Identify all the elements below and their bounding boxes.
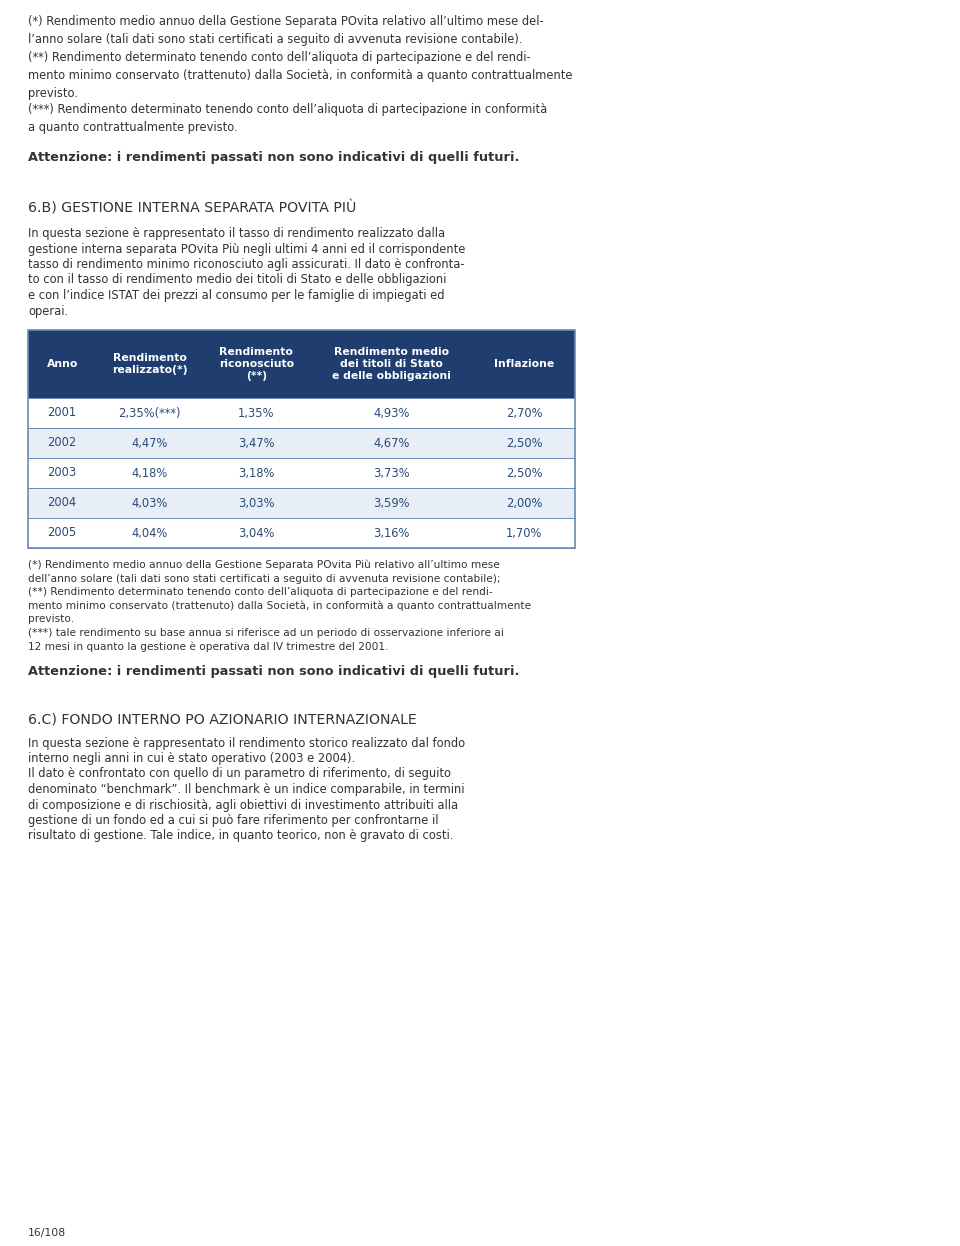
Text: interno negli anni in cui è stato operativo (2003 e 2004).: interno negli anni in cui è stato operat… <box>28 753 355 765</box>
Text: 2,50%: 2,50% <box>506 436 542 450</box>
Text: risultato di gestione. Tale indice, in quanto teorico, non è gravato di costi.: risultato di gestione. Tale indice, in q… <box>28 830 453 842</box>
Text: 4,18%: 4,18% <box>132 466 168 480</box>
Bar <box>28 518 575 548</box>
Bar <box>28 397 575 427</box>
Text: Rendimento
riconosciuto
(**): Rendimento riconosciuto (**) <box>219 346 294 381</box>
Text: previsto.: previsto. <box>28 614 74 624</box>
Bar <box>28 459 575 488</box>
Text: e con l’indice ISTAT dei prezzi al consumo per le famiglie di impiegati ed: e con l’indice ISTAT dei prezzi al consu… <box>28 289 444 302</box>
Text: (***) tale rendimento su base annua si riferisce ad un periodo di osservazione i: (***) tale rendimento su base annua si r… <box>28 628 504 638</box>
Bar <box>28 488 575 518</box>
Text: tasso di rendimento minimo riconosciuto agli assicurati. Il dato è confronta-: tasso di rendimento minimo riconosciuto … <box>28 258 465 270</box>
Text: gestione di un fondo ed a cui si può fare riferimento per confrontarne il: gestione di un fondo ed a cui si può far… <box>28 814 439 827</box>
Text: 2,70%: 2,70% <box>506 406 542 420</box>
Text: 4,04%: 4,04% <box>132 527 168 540</box>
Text: 2002: 2002 <box>48 436 77 450</box>
Text: mento minimo conservato (trattenuto) dalla Società, in conformità a quanto contr: mento minimo conservato (trattenuto) dal… <box>28 601 531 611</box>
Text: (*) Rendimento medio annuo della Gestione Separata POvita Più relativo all’ultim: (*) Rendimento medio annuo della Gestion… <box>28 559 500 571</box>
Text: gestione interna separata POvita Più negli ultimi 4 anni ed il corrispondente: gestione interna separata POvita Più neg… <box>28 243 466 255</box>
Bar <box>28 330 575 397</box>
Text: 3,47%: 3,47% <box>238 436 275 450</box>
Text: Rendimento medio
dei titoli di Stato
e delle obbligazioni: Rendimento medio dei titoli di Stato e d… <box>332 346 451 381</box>
Text: Rendimento
realizzato(*): Rendimento realizzato(*) <box>112 353 187 375</box>
Text: Inflazione: Inflazione <box>494 359 555 369</box>
Text: (*) Rendimento medio annuo della Gestione Separata POvita relativo all’ultimo me: (*) Rendimento medio annuo della Gestion… <box>28 15 543 46</box>
Text: 2005: 2005 <box>48 527 77 540</box>
Text: 4,93%: 4,93% <box>373 406 410 420</box>
Text: 3,73%: 3,73% <box>373 466 410 480</box>
Text: Anno: Anno <box>46 359 78 369</box>
Text: denominato “benchmark”. Il benchmark è un indice comparabile, in termini: denominato “benchmark”. Il benchmark è u… <box>28 782 465 796</box>
Text: (***) Rendimento determinato tenendo conto dell’aliquota di partecipazione in co: (***) Rendimento determinato tenendo con… <box>28 103 547 135</box>
Text: operai.: operai. <box>28 304 68 318</box>
Bar <box>28 330 575 548</box>
Text: to con il tasso di rendimento medio dei titoli di Stato e delle obbligazioni: to con il tasso di rendimento medio dei … <box>28 274 446 287</box>
Text: Il dato è confrontato con quello di un parametro di riferimento, di seguito: Il dato è confrontato con quello di un p… <box>28 768 451 780</box>
Text: 3,04%: 3,04% <box>238 527 275 540</box>
Text: 3,59%: 3,59% <box>373 496 410 510</box>
Text: 6.C) FONDO INTERNO PO AZIONARIO INTERNAZIONALE: 6.C) FONDO INTERNO PO AZIONARIO INTERNAZ… <box>28 713 417 726</box>
Text: In questa sezione è rappresentato il tasso di rendimento realizzato dalla: In questa sezione è rappresentato il tas… <box>28 227 445 240</box>
Text: (**) Rendimento determinato tenendo conto dell’aliquota di partecipazione e del : (**) Rendimento determinato tenendo cont… <box>28 587 492 597</box>
Text: Attenzione: i rendimenti passati non sono indicativi di quelli futuri.: Attenzione: i rendimenti passati non son… <box>28 151 519 164</box>
Text: 4,03%: 4,03% <box>132 496 168 510</box>
Text: 2,50%: 2,50% <box>506 466 542 480</box>
Text: In questa sezione è rappresentato il rendimento storico realizzato dal fondo: In questa sezione è rappresentato il ren… <box>28 736 466 750</box>
Bar <box>28 427 575 459</box>
Text: 1,70%: 1,70% <box>506 527 542 540</box>
Text: 2004: 2004 <box>48 496 77 510</box>
Text: 1,35%: 1,35% <box>238 406 275 420</box>
Text: 3,18%: 3,18% <box>238 466 275 480</box>
Text: 4,47%: 4,47% <box>132 436 168 450</box>
Text: 12 mesi in quanto la gestione è operativa dal IV trimestre del 2001.: 12 mesi in quanto la gestione è operativ… <box>28 640 389 652</box>
Text: Attenzione: i rendimenti passati non sono indicativi di quelli futuri.: Attenzione: i rendimenti passati non son… <box>28 664 519 678</box>
Text: dell’anno solare (tali dati sono stati certificati a seguito di avvenuta revisio: dell’anno solare (tali dati sono stati c… <box>28 573 500 583</box>
Text: 4,67%: 4,67% <box>373 436 410 450</box>
Text: (**) Rendimento determinato tenendo conto dell’aliquota di partecipazione e del : (**) Rendimento determinato tenendo cont… <box>28 51 572 100</box>
Text: 6.B) GESTIONE INTERNA SEPARATA POVITA PIÙ: 6.B) GESTIONE INTERNA SEPARATA POVITA PI… <box>28 201 356 216</box>
Text: 2003: 2003 <box>48 466 77 480</box>
Text: 3,03%: 3,03% <box>238 496 275 510</box>
Text: 2001: 2001 <box>48 406 77 420</box>
Text: 3,16%: 3,16% <box>373 527 410 540</box>
Text: di composizione e di rischiosità, agli obiettivi di investimento attribuiti alla: di composizione e di rischiosità, agli o… <box>28 799 458 811</box>
Text: 2,00%: 2,00% <box>506 496 542 510</box>
Text: 16/108: 16/108 <box>28 1229 66 1239</box>
Text: 2,35%(***): 2,35%(***) <box>118 406 180 420</box>
